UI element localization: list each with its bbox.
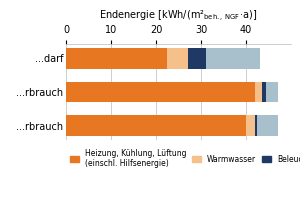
- Bar: [167, 48, 188, 69]
- X-axis label: Endenergie [kWh/(m²$_\mathregular{beh.,\,NGF}$·a)]: Endenergie [kWh/(m²$_\mathregular{beh.,\…: [100, 9, 257, 24]
- Bar: [246, 115, 255, 136]
- Bar: [262, 82, 266, 102]
- Bar: [266, 82, 278, 102]
- Bar: [206, 48, 260, 69]
- Bar: [257, 115, 278, 136]
- Legend: Heizung, Kühlung, Lüftung
(einschl. Hilfsenergie), Warmwasser, Beleuchtung: Heizung, Kühlung, Lüftung (einschl. Hilf…: [70, 149, 300, 168]
- Bar: [66, 48, 167, 69]
- Bar: [255, 115, 257, 136]
- Bar: [66, 82, 255, 102]
- Bar: [255, 82, 262, 102]
- Bar: [188, 48, 206, 69]
- Bar: [66, 115, 246, 136]
